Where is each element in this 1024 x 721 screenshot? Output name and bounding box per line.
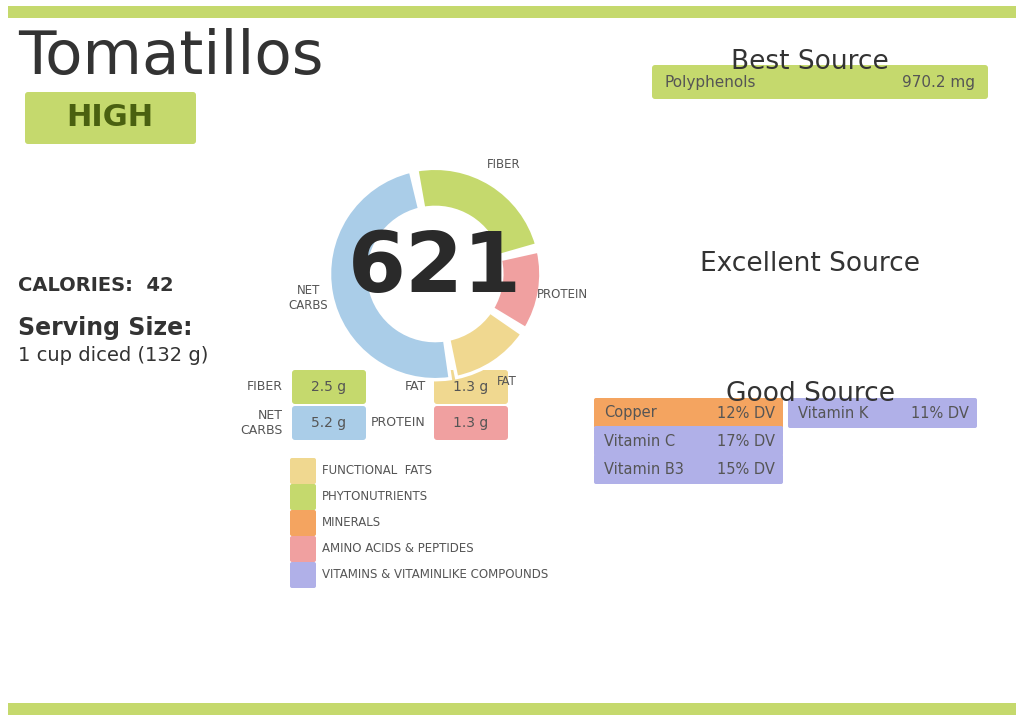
Text: NET
CARBS: NET CARBS xyxy=(289,284,329,312)
Text: PHYTONUTRIENTS: PHYTONUTRIENTS xyxy=(322,490,428,503)
FancyBboxPatch shape xyxy=(290,510,316,536)
Wedge shape xyxy=(449,312,522,378)
FancyBboxPatch shape xyxy=(594,454,783,484)
Text: 1 cup diced (132 g): 1 cup diced (132 g) xyxy=(18,346,208,365)
Text: NET
CARBS: NET CARBS xyxy=(241,409,283,437)
Text: HIGH: HIGH xyxy=(67,104,154,133)
FancyBboxPatch shape xyxy=(594,426,783,456)
Text: 970.2 mg: 970.2 mg xyxy=(902,74,975,89)
FancyBboxPatch shape xyxy=(8,703,1016,715)
Text: 1.3 g: 1.3 g xyxy=(454,416,488,430)
Text: Vitamin K: Vitamin K xyxy=(798,405,868,420)
Text: PROTEIN: PROTEIN xyxy=(537,288,588,301)
FancyBboxPatch shape xyxy=(25,92,196,144)
FancyBboxPatch shape xyxy=(594,398,783,428)
Text: FUNCTIONAL  FATS: FUNCTIONAL FATS xyxy=(322,464,432,477)
Text: 2.5 g: 2.5 g xyxy=(311,380,346,394)
Text: FAT: FAT xyxy=(497,375,516,388)
Wedge shape xyxy=(493,251,541,329)
Text: 12% DV: 12% DV xyxy=(717,405,775,420)
Wedge shape xyxy=(330,171,451,380)
FancyBboxPatch shape xyxy=(290,458,316,484)
FancyBboxPatch shape xyxy=(8,6,1016,18)
Text: Polyphenols: Polyphenols xyxy=(665,74,757,89)
FancyBboxPatch shape xyxy=(290,562,316,588)
Text: FAT: FAT xyxy=(404,381,426,394)
Text: 15% DV: 15% DV xyxy=(717,461,775,477)
FancyBboxPatch shape xyxy=(290,484,316,510)
Text: Copper: Copper xyxy=(604,405,656,420)
FancyBboxPatch shape xyxy=(434,370,508,404)
Text: 17% DV: 17% DV xyxy=(717,433,775,448)
Text: Excellent Source: Excellent Source xyxy=(700,251,920,277)
FancyBboxPatch shape xyxy=(292,406,366,440)
FancyBboxPatch shape xyxy=(290,536,316,562)
Text: Tomatillos: Tomatillos xyxy=(18,28,324,87)
Wedge shape xyxy=(417,168,537,256)
Text: 11% DV: 11% DV xyxy=(911,405,969,420)
Text: 5.2 g: 5.2 g xyxy=(311,416,346,430)
Text: Serving Size:: Serving Size: xyxy=(18,316,193,340)
Text: CALORIES:  42: CALORIES: 42 xyxy=(18,276,174,295)
FancyBboxPatch shape xyxy=(788,398,977,428)
Text: Good Source: Good Source xyxy=(725,381,895,407)
Text: MINERALS: MINERALS xyxy=(322,516,381,529)
Text: Best Source: Best Source xyxy=(731,49,889,75)
Text: Vitamin C: Vitamin C xyxy=(604,433,675,448)
FancyBboxPatch shape xyxy=(652,65,988,99)
Text: FIBER: FIBER xyxy=(486,158,520,171)
Text: 621: 621 xyxy=(348,228,522,309)
Text: PROTEIN: PROTEIN xyxy=(372,417,426,430)
FancyBboxPatch shape xyxy=(434,406,508,440)
Text: 1.3 g: 1.3 g xyxy=(454,380,488,394)
Text: VITAMINS & VITAMINLIKE COMPOUNDS: VITAMINS & VITAMINLIKE COMPOUNDS xyxy=(322,568,548,582)
FancyBboxPatch shape xyxy=(292,370,366,404)
Text: Vitamin B3: Vitamin B3 xyxy=(604,461,684,477)
Text: FIBER: FIBER xyxy=(247,381,283,394)
Text: AMINO ACIDS & PEPTIDES: AMINO ACIDS & PEPTIDES xyxy=(322,542,474,555)
